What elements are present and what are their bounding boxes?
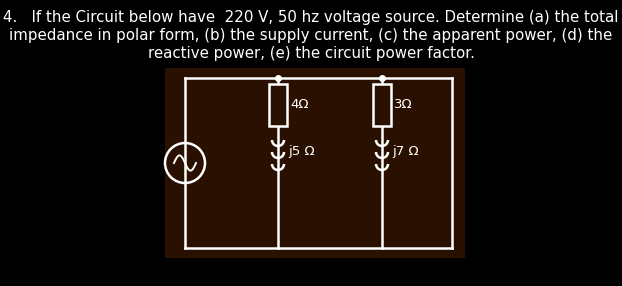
- Text: 4.   If the Circuit below have  220 V, 50 hz voltage source. Determine (a) the t: 4. If the Circuit below have 220 V, 50 h…: [3, 10, 619, 25]
- Text: reactive power, (e) the circuit power factor.: reactive power, (e) the circuit power fa…: [147, 46, 475, 61]
- Bar: [269, 84, 287, 126]
- Text: j7 Ω: j7 Ω: [392, 146, 419, 158]
- Text: 4Ω: 4Ω: [290, 98, 309, 112]
- Text: j5 Ω: j5 Ω: [288, 146, 315, 158]
- Bar: [373, 84, 391, 126]
- Text: 3Ω: 3Ω: [394, 98, 412, 112]
- Bar: [165, 68, 465, 258]
- Text: impedance in polar form, (b) the supply current, (c) the apparent power, (d) the: impedance in polar form, (b) the supply …: [9, 28, 613, 43]
